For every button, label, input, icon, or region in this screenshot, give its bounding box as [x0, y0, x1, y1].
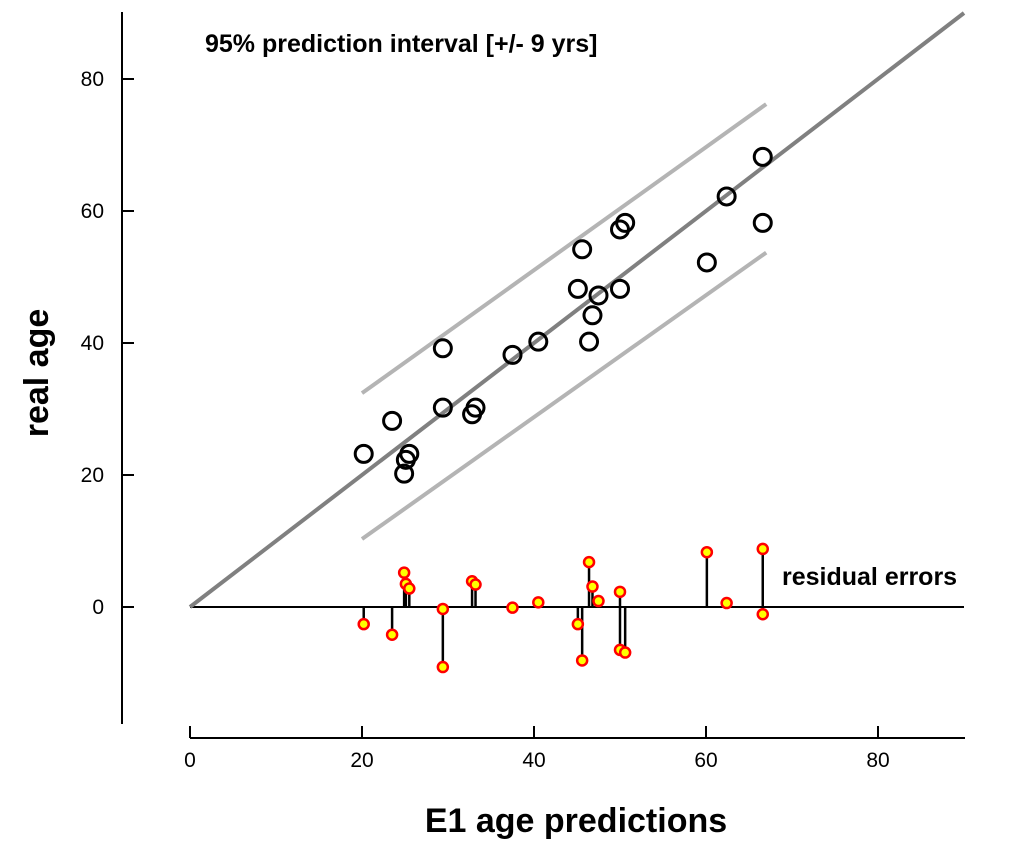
data-point — [582, 305, 603, 326]
axes — [121, 12, 965, 739]
x-tick-label: 0 — [184, 749, 196, 772]
data-point — [610, 278, 630, 299]
y-axis-title: real age — [18, 309, 56, 438]
x-tick-label: 80 — [866, 749, 889, 772]
y-tick-label: 20 — [81, 464, 104, 487]
data-point — [432, 397, 453, 418]
residual-point — [582, 555, 596, 569]
data-point — [567, 278, 588, 299]
residual-points — [357, 542, 770, 674]
data-point — [353, 443, 374, 464]
data-point — [528, 331, 549, 352]
data-point — [382, 410, 403, 431]
data-point — [432, 338, 453, 359]
residual-point — [756, 608, 770, 621]
data-point — [716, 186, 737, 207]
residual-point — [385, 628, 399, 641]
x-tick-label: 40 — [522, 749, 545, 772]
data-point — [399, 443, 420, 464]
residual-point — [592, 594, 605, 608]
y-tick-label: 0 — [92, 596, 104, 619]
residual-point — [469, 578, 482, 591]
data-point — [579, 331, 600, 352]
residual-point — [436, 660, 450, 674]
prediction-interval-upper — [360, 102, 768, 395]
x-tick-label: 20 — [350, 749, 373, 772]
residual-point — [436, 602, 450, 616]
residual-point — [586, 580, 599, 593]
data-point — [696, 252, 717, 273]
data-point — [465, 397, 486, 418]
y-tick-label: 60 — [81, 200, 104, 223]
data-point — [615, 212, 636, 233]
data-point — [572, 239, 593, 260]
x-axis-title: E1 age predictions — [425, 802, 727, 840]
chart-title: 95% prediction interval [+/- 9 yrs] — [205, 30, 598, 58]
residual-errors-label: residual errors — [782, 563, 957, 591]
prediction-interval-lower — [360, 250, 768, 541]
regression-line-group — [188, 11, 966, 609]
x-tick-label: 60 — [694, 749, 717, 772]
ticks: 0 20 40 60 80 0 20 40 60 80 — [81, 68, 890, 772]
data-points — [353, 146, 773, 484]
data-point — [502, 344, 523, 365]
residual-point — [532, 596, 545, 609]
y-tick-label: 40 — [81, 332, 104, 355]
residual-point — [571, 617, 585, 631]
data-point — [752, 212, 773, 233]
data-point — [752, 146, 773, 167]
residual-point — [756, 542, 770, 556]
residual-point — [403, 582, 416, 595]
residual-point — [700, 545, 714, 559]
residual-point — [613, 585, 627, 599]
data-point — [394, 463, 415, 484]
regression-line — [188, 11, 966, 609]
residual-point — [618, 646, 632, 659]
residual-point — [357, 617, 370, 631]
residual-point — [506, 601, 519, 614]
data-point — [588, 285, 609, 306]
prediction-interval — [360, 102, 768, 541]
y-tick-label: 80 — [81, 68, 104, 91]
residual-point — [720, 596, 733, 610]
residual-point — [397, 566, 411, 579]
residual-point — [575, 654, 589, 667]
